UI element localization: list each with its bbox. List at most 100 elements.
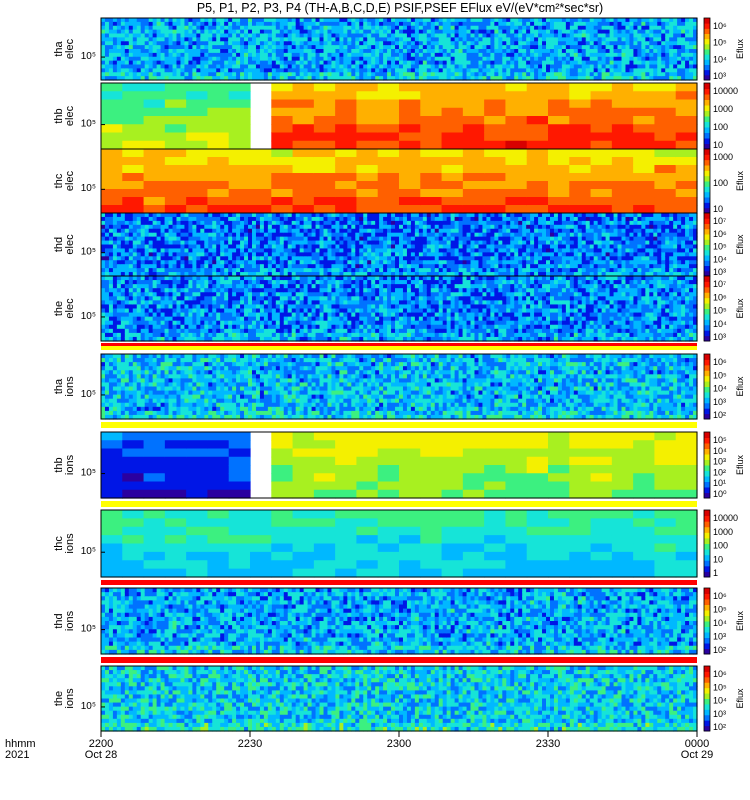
colorbar-label: Eflux [735, 610, 745, 631]
colorbar-tick-label: 10⁴ [713, 54, 727, 64]
colorbar: 1000 100 10 Eflux [703, 148, 745, 214]
colorbar-tick-label: 10⁵ [713, 242, 727, 252]
colorbar-label: Eflux [735, 234, 745, 255]
colorbar-tick-label: 100 [713, 122, 728, 132]
heatmap-cells [101, 354, 698, 420]
colorbar: 10⁷ 10⁶ 10⁵ 10⁴ 10³ Eflux [703, 212, 745, 277]
y-tick-label: 10⁵ [81, 183, 96, 194]
panel-the-elec: the elec 10⁵ 10⁷ 10⁶ 10⁵ 10⁴ 10³ Eflux [53, 275, 745, 342]
y-axis-label: thb [53, 457, 65, 472]
x-tick-date: Oct 28 [85, 749, 117, 761]
colorbar-label: Eflux [735, 38, 745, 59]
y-axis-label: the [53, 301, 65, 316]
y-axis-label: thd [53, 237, 65, 252]
colorbar-tick-label: 10⁰ [713, 489, 727, 499]
heatmap-cells [101, 510, 698, 578]
colorbar-tick-label: 10⁵ [713, 306, 727, 316]
panel-separator [101, 657, 697, 663]
x-tick-label: 2300 [387, 738, 411, 750]
y-axis-label: elec [64, 38, 76, 59]
heatmap-cells [101, 276, 698, 342]
colorbar: 10⁷ 10⁶ 10⁵ 10⁴ 10³ Eflux [703, 275, 745, 342]
colorbar-tick-label: 10⁴ [713, 319, 727, 329]
y-axis-label: elec [64, 234, 76, 255]
colorbar-tick-label: 10⁵ [713, 38, 727, 48]
colorbar-tick-label: 10 [713, 140, 723, 150]
colorbar: 10000 1000 100 10 1 [703, 509, 738, 578]
plot-frame [100, 431, 698, 499]
panel-the-ions: the ions 10⁵ 10⁶ 10⁵ 10⁴ 10³ 10² Eflux [53, 665, 745, 732]
plot-frame [100, 353, 698, 420]
y-axis-label: thc [53, 173, 65, 188]
colorbar-tick-label: 10⁶ [713, 357, 727, 367]
colorbar-tick-label: 10⁷ [713, 279, 726, 289]
colorbar-tick-label: 10 [713, 204, 723, 214]
colorbar-tick-label: 10⁶ [713, 669, 727, 679]
colorbar: 10⁶ 10⁵ 10⁴ 10³ 10² Eflux [703, 587, 745, 655]
plot-frame [100, 509, 698, 578]
x-tick-label: 2230 [238, 738, 262, 750]
heatmap-cells [101, 588, 698, 655]
colorbar-tick-label: 10⁴ [713, 446, 727, 456]
colorbar-tick-label: 1000 [713, 527, 733, 537]
colorbar-tick-label: 10⁷ [713, 216, 726, 226]
colorbar-tick-label: 10¹ [713, 478, 726, 488]
colorbar-tick-label: 10⁵ [713, 605, 727, 615]
colorbar: 10000 1000 100 10 [703, 82, 738, 150]
colorbar-tick-label: 10² [713, 722, 726, 732]
y-axis-label: elec [64, 170, 76, 191]
y-tick-label: 10⁵ [81, 119, 96, 130]
heatmap-cells [101, 213, 698, 277]
colorbar-tick-label: 10⁴ [713, 254, 727, 264]
y-axis-label: ions [64, 454, 76, 475]
y-axis-label: ions [64, 376, 76, 397]
colorbar-tick-label: 10³ [713, 267, 726, 277]
x-tick-label: 2200 [89, 738, 113, 750]
y-axis-label: tha [53, 40, 65, 56]
colorbar-tick-label: 10³ [713, 71, 726, 81]
y-axis-label: ions [64, 688, 76, 709]
colorbar-tick-label: 10³ [713, 709, 726, 719]
colorbar: 10⁶ 10⁵ 10⁴ 10³ Eflux [703, 17, 745, 81]
panel-thd-elec: thd elec 10⁵ 10⁷ 10⁶ 10⁵ 10⁴ 10³ Eflux [53, 212, 745, 277]
colorbar-tick-label: 10³ [713, 397, 726, 407]
panel-thc-elec: thc elec 10⁵ 1000 100 10 Eflux [53, 148, 745, 214]
y-axis-label: thd [53, 613, 65, 628]
colorbar-label: Eflux [735, 376, 745, 397]
panel-separator [101, 343, 697, 346]
panel-separator [101, 422, 697, 428]
y-tick-label: 10⁵ [81, 311, 96, 322]
colorbar-tick-label: 10³ [713, 457, 726, 467]
colorbar-tick-label: 10³ [713, 632, 726, 642]
colorbar-tick-label: 10⁴ [713, 618, 727, 628]
colorbar-tick-label: 1 [713, 568, 718, 578]
panel-separator [101, 346, 697, 350]
colorbar-tick-label: 10³ [713, 332, 726, 342]
y-axis-label: thb [53, 108, 65, 123]
y-tick-label: 10⁵ [81, 624, 96, 635]
colorbar-tick-label: 10⁴ [713, 384, 727, 394]
y-axis-label: elec [64, 298, 76, 319]
plot-frame [100, 275, 698, 342]
y-tick-label: 10⁵ [81, 51, 96, 62]
heatmap-cells [101, 149, 698, 214]
colorbar-tick-label: 10⁶ [713, 591, 727, 601]
colorbar: 10⁶ 10⁵ 10⁴ 10³ 10² Eflux [703, 353, 745, 420]
x-tick-date: Oct 29 [681, 749, 713, 761]
y-tick-label: 10⁵ [81, 247, 96, 258]
x-axis-row-label: hhmm [5, 738, 36, 750]
colorbar-label: Eflux [735, 170, 745, 191]
y-axis-label: tha [53, 378, 65, 394]
x-tick-label: 0000 [685, 738, 709, 750]
chart-title: P5, P1, P2, P3, P4 (TH-A,B,C,D,E) PSIF,P… [196, 1, 604, 15]
colorbar-label: Eflux [735, 454, 745, 475]
panel-separator [101, 580, 697, 585]
colorbar-tick-label: 10⁶ [713, 21, 727, 31]
panel-separator [101, 501, 697, 507]
colorbar-tick-label: 100 [713, 178, 728, 188]
y-axis-label: ions [64, 533, 76, 554]
y-tick-label: 10⁵ [81, 701, 96, 712]
